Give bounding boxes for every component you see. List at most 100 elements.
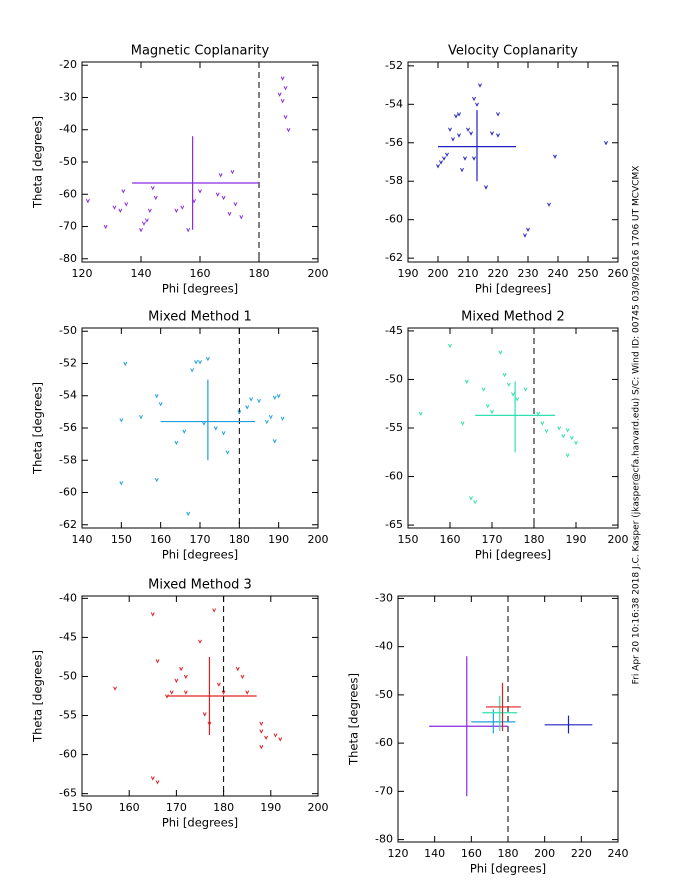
point [121, 189, 126, 194]
point [198, 360, 202, 365]
point [119, 418, 124, 423]
point [179, 666, 184, 672]
point [268, 414, 273, 420]
point [124, 202, 129, 207]
point [569, 435, 574, 441]
point [574, 440, 578, 446]
point [478, 83, 482, 88]
x-tick-label: 190 [398, 267, 419, 280]
plot-frame [81, 595, 319, 797]
y-tick-label: -70 [375, 784, 393, 797]
point [448, 343, 452, 349]
y-tick-label: -54 [385, 97, 403, 110]
point [540, 421, 545, 426]
point [515, 397, 520, 402]
point [466, 127, 470, 132]
x-tick-label: 120 [72, 267, 93, 280]
y-tick-label: -52 [59, 356, 77, 369]
y-tick-label: -60 [385, 470, 403, 483]
y-tick-label: -52 [385, 59, 403, 72]
y-tick-label: -58 [385, 174, 403, 187]
point [150, 612, 155, 617]
point [212, 608, 217, 613]
point [460, 167, 464, 173]
point [502, 372, 507, 378]
point [544, 429, 549, 434]
y-tick-label: -50 [59, 669, 77, 682]
x-tick-label: 150 [72, 801, 93, 814]
x-tick-label: 220 [571, 847, 592, 860]
point [144, 218, 149, 223]
chart-title: Mixed Method 2 [461, 310, 565, 325]
point [561, 434, 566, 439]
point [286, 128, 291, 133]
y-tick-label: -65 [385, 518, 403, 531]
y-tick-label: -45 [59, 630, 77, 643]
point [280, 76, 285, 81]
point [221, 195, 226, 201]
x-tick-label: 160 [461, 847, 482, 860]
point [473, 500, 478, 505]
point [469, 496, 473, 501]
point [174, 440, 179, 446]
x-tick-label: 190 [268, 533, 289, 546]
x-tick-label: 210 [458, 267, 479, 280]
x-tick-label: 170 [190, 533, 211, 546]
x-tick-label: 200 [308, 801, 329, 814]
point [113, 686, 117, 691]
plot-frame [407, 61, 619, 263]
point [194, 360, 199, 365]
point [565, 453, 570, 458]
point [237, 410, 242, 415]
point [565, 428, 570, 433]
point [235, 666, 240, 672]
x-tick-label: 180 [249, 267, 270, 280]
point [233, 202, 238, 207]
point [496, 133, 500, 138]
y-tick-label: -62 [59, 518, 77, 531]
point [245, 690, 250, 695]
point [472, 156, 476, 161]
point [475, 102, 479, 107]
annotation: Fri Apr 20 10:16:38 2018 J.C. Kasper (jk… [632, 166, 642, 685]
point [150, 776, 155, 781]
y-tick-label: -40 [59, 591, 77, 604]
x-tick-label: 160 [440, 533, 461, 546]
point [155, 780, 160, 785]
point [278, 737, 283, 742]
y-axis-label: Theta [degrees] [347, 673, 361, 766]
y-tick-label: -50 [59, 324, 77, 337]
point [153, 195, 158, 201]
x-tick-label: 150 [111, 533, 132, 546]
y-tick-label: -56 [59, 421, 77, 434]
point [85, 198, 90, 204]
x-axis-label: Phi [degrees] [470, 862, 546, 876]
point [154, 477, 159, 483]
point [280, 98, 285, 104]
point [481, 387, 486, 392]
x-tick-label: 190 [260, 801, 281, 814]
y-tick-label: -70 [59, 220, 77, 233]
x-axis-label: Phi [degrees] [162, 548, 238, 562]
point [454, 114, 458, 119]
point [119, 481, 124, 486]
x-tick-label: 200 [608, 533, 629, 546]
point [277, 92, 282, 97]
point [154, 394, 159, 399]
point [472, 96, 476, 102]
point [547, 202, 551, 207]
point [484, 185, 488, 190]
point [221, 431, 226, 436]
point [485, 403, 490, 409]
point [557, 426, 562, 431]
point [445, 152, 449, 157]
point [463, 156, 467, 161]
point [201, 421, 206, 426]
x-tick-label: 200 [534, 847, 555, 860]
point [451, 137, 455, 142]
point [490, 409, 494, 415]
point [147, 208, 152, 214]
y-tick-label: -58 [59, 453, 77, 466]
